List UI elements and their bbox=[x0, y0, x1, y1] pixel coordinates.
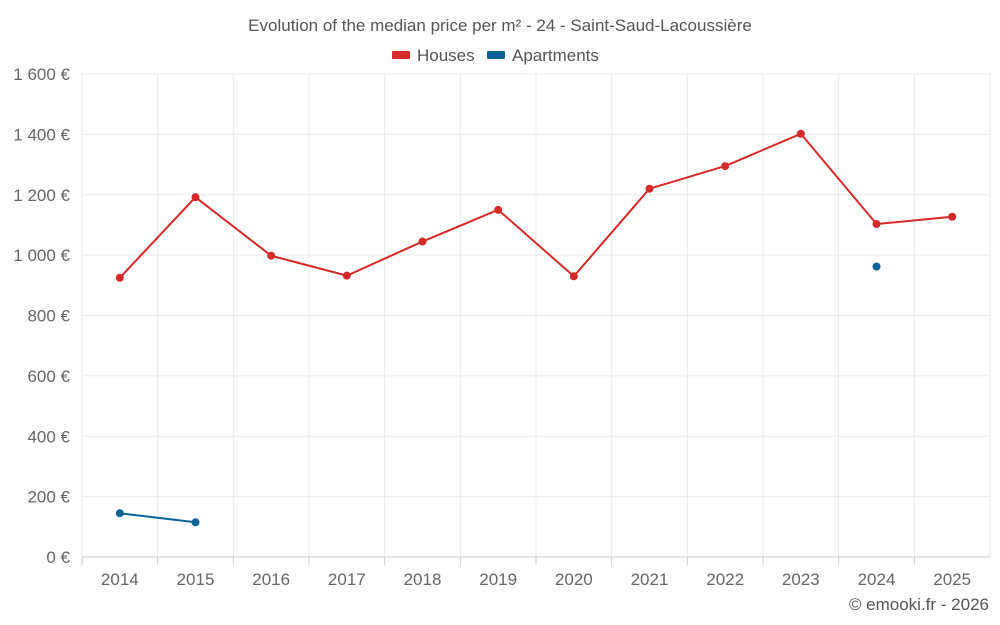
legend: Houses Apartments bbox=[392, 46, 599, 65]
data-point-houses-2024[interactable] bbox=[872, 220, 881, 229]
legend-label-houses: Houses bbox=[417, 46, 475, 65]
chart-title: Evolution of the median price per m² - 2… bbox=[248, 16, 752, 35]
x-tick-label-2024: 2024 bbox=[858, 570, 896, 589]
data-point-apartments-2015[interactable] bbox=[191, 518, 200, 527]
x-axis-labels: 2014 2015 2016 2017 2018 2019 2020 2021 2022 2023… bbox=[81, 557, 971, 589]
chart-credit: © emooki.fr - 2026 bbox=[849, 595, 989, 614]
y-tick-label: 1 400 € bbox=[13, 125, 70, 144]
x-tick-label-2014: 2014 bbox=[101, 570, 139, 589]
series-line-apartments bbox=[119, 512, 196, 524]
y-tick-label: 1 000 € bbox=[13, 246, 70, 265]
x-tick-label-2022: 2022 bbox=[706, 570, 744, 589]
data-point-houses-2014[interactable] bbox=[115, 273, 124, 282]
x-tick-label-2015: 2015 bbox=[177, 570, 215, 589]
y-tick-label: 200 € bbox=[27, 488, 70, 507]
y-tick-label: 600 € bbox=[27, 367, 70, 386]
series-line-houses bbox=[119, 132, 953, 279]
series-houses bbox=[115, 129, 957, 282]
x-tick-label-2016: 2016 bbox=[252, 570, 290, 589]
legend-label-apartments: Apartments bbox=[512, 46, 599, 65]
data-point-houses-2017[interactable] bbox=[342, 271, 351, 280]
data-point-houses-2022[interactable] bbox=[721, 162, 730, 171]
data-point-houses-2020[interactable] bbox=[569, 272, 578, 281]
x-tick-label-2025: 2025 bbox=[933, 570, 971, 589]
x-tick-label-2023: 2023 bbox=[782, 570, 820, 589]
x-tick-label-2020: 2020 bbox=[555, 570, 593, 589]
x-tick-label-2017: 2017 bbox=[328, 570, 366, 589]
legend-swatch-houses bbox=[392, 51, 410, 59]
data-point-houses-2015[interactable] bbox=[191, 193, 200, 202]
y-tick-label: 0 € bbox=[46, 548, 70, 567]
x-tick-label-2021: 2021 bbox=[631, 570, 669, 589]
grid-vertical bbox=[81, 74, 991, 557]
series-layer bbox=[115, 129, 957, 527]
data-point-houses-2016[interactable] bbox=[267, 251, 276, 260]
x-tick-label-2019: 2019 bbox=[479, 570, 517, 589]
data-point-houses-2025[interactable] bbox=[948, 212, 957, 221]
data-point-houses-2019[interactable] bbox=[494, 205, 503, 214]
y-tick-label: 800 € bbox=[27, 307, 70, 326]
data-point-apartments-2024[interactable] bbox=[872, 262, 881, 271]
y-axis-labels: 0 € 200 € 400 € 600 € 800 € 1 000 € 1 200 € 1 4… bbox=[13, 65, 70, 567]
y-tick-label: 1 600 € bbox=[13, 65, 70, 84]
data-point-houses-2023[interactable] bbox=[796, 129, 805, 138]
series-apartments bbox=[115, 262, 881, 527]
data-point-apartments-2014[interactable] bbox=[115, 509, 124, 518]
x-tick-label-2018: 2018 bbox=[404, 570, 442, 589]
y-tick-label: 400 € bbox=[27, 427, 70, 446]
data-point-houses-2018[interactable] bbox=[418, 237, 427, 246]
y-tick-label: 1 200 € bbox=[13, 186, 70, 205]
legend-item-houses[interactable]: Houses bbox=[392, 46, 475, 65]
data-point-houses-2021[interactable] bbox=[645, 184, 654, 193]
legend-item-apartments[interactable]: Apartments bbox=[487, 46, 599, 65]
legend-swatch-apartments bbox=[487, 51, 505, 59]
